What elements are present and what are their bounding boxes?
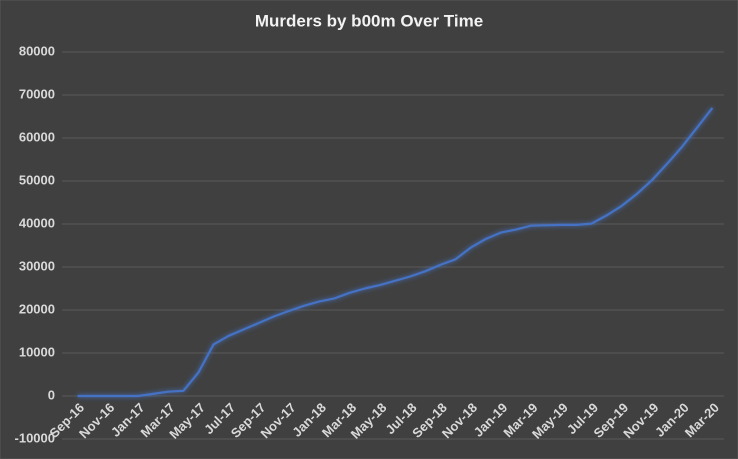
y-tick-label: 30000 [19,258,55,273]
y-tick-label: 0 [48,387,55,402]
data-line [77,107,714,398]
y-tick-label: -10000 [15,430,55,445]
y-tick-label: 80000 [19,43,55,58]
chart-title: Murders by b00m Over Time [255,11,483,30]
y-tick-label: 40000 [19,215,55,230]
y-tick-label: 20000 [19,301,55,316]
y-tick-label: 50000 [19,172,55,187]
y-tick-label: 60000 [19,129,55,144]
y-tick-label: 70000 [19,86,55,101]
y-tick-label: 10000 [19,344,55,359]
